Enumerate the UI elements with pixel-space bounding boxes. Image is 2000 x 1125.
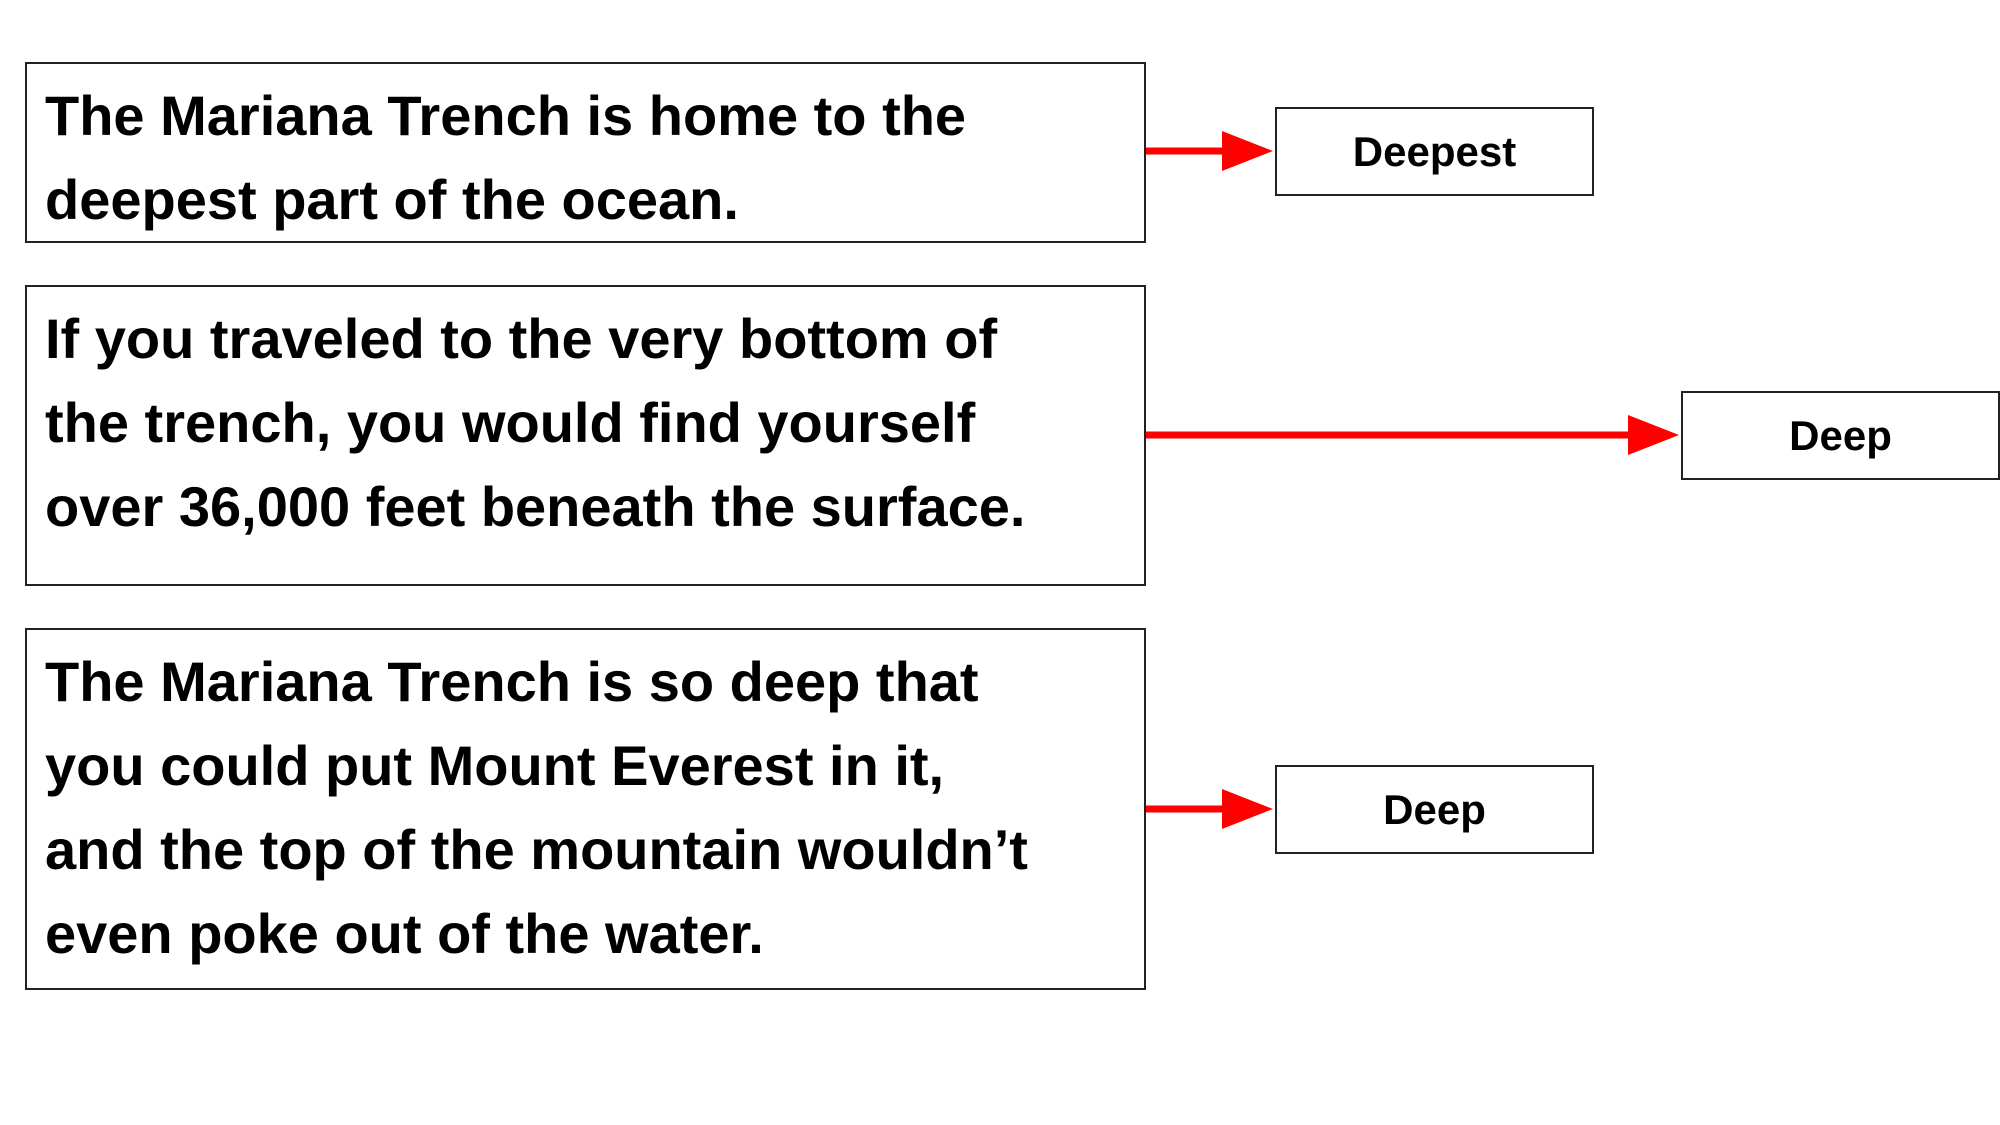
label-box-deep-2: Deep — [1681, 391, 2000, 480]
label-box-deepest: Deepest — [1275, 107, 1594, 196]
statement-box-mount-everest: The Mariana Trench is so deep that you c… — [25, 628, 1146, 990]
arrow-to-deepest — [1146, 131, 1273, 171]
label-text-deep-2: Deep — [1789, 411, 1892, 459]
statement-box-deepest-part: The Mariana Trench is home to the deepes… — [25, 62, 1146, 243]
label-box-deep-3: Deep — [1275, 765, 1594, 854]
arrow-to-deep-2 — [1146, 415, 1679, 455]
label-text-deep-3: Deep — [1383, 785, 1486, 833]
arrow-to-deep-3 — [1146, 789, 1273, 829]
label-text-deepest: Deepest — [1352, 127, 1517, 175]
statement-box-36000-feet: If you traveled to the very bottom of th… — [25, 285, 1146, 586]
